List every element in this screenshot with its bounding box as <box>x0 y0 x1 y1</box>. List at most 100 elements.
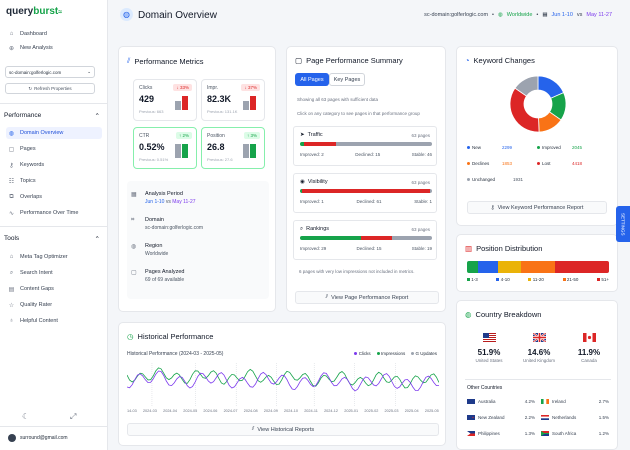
declined-segment <box>304 142 336 146</box>
legend-clicks: Clicks <box>354 351 371 356</box>
sidebar-item-pages[interactable]: ▢ Pages <box>6 143 102 155</box>
country-row-australia[interactable]: Australia 4.2% <box>467 399 535 404</box>
metric-label: Position <box>207 133 225 139</box>
settings-tab[interactable]: SETTINGS <box>616 206 630 242</box>
tools-section-title[interactable]: Tools ⌃ <box>4 235 100 243</box>
section-label: Tools <box>4 235 20 242</box>
legend-impressions: Impressions <box>376 351 405 356</box>
user-account[interactable]: surround@gmail.com <box>8 434 68 442</box>
position-segment[interactable] <box>520 261 556 273</box>
view-historical-reports-button[interactable]: ⫽ View Historical Reports <box>127 423 439 436</box>
sidebar-item-domain-overview[interactable]: ◍ Domain Overview <box>6 127 102 139</box>
group-bar <box>300 142 432 146</box>
bar-chart-icon: ▥ <box>465 244 473 253</box>
position-segment[interactable] <box>555 261 609 273</box>
chart-icon: ⫽ <box>325 294 329 300</box>
donut-slice-lost[interactable] <box>509 87 540 133</box>
legend-label: Clicks <box>358 351 371 356</box>
country-row-netherlands[interactable]: Netherlands 1.5% <box>541 415 609 420</box>
metric-position[interactable]: Position ↑ 3% 26.8 Previous: 27.6 <box>201 127 265 169</box>
sidebar-item-label: Keywords <box>20 162 45 168</box>
legend-dot <box>376 352 380 355</box>
app-logo[interactable]: queryburst≈ <box>6 6 62 17</box>
country-canada[interactable]: 11.9% Canada <box>569 333 609 363</box>
sidebar-item-label: Pages <box>20 146 36 152</box>
country-row-new-zealand[interactable]: New Zealand 2.2% <box>467 415 535 420</box>
country-name: Canada <box>581 358 597 363</box>
previous-bar <box>182 144 188 158</box>
tab-all-pages[interactable]: All Pages <box>295 73 329 86</box>
declined-stat: Declined: 61 <box>356 199 382 204</box>
legend-row: Unchanged 1931 <box>467 177 607 182</box>
improved-segment <box>300 142 305 146</box>
metric-value: 26.8 <box>207 142 225 152</box>
position-segment[interactable] <box>498 261 521 273</box>
avatar <box>8 434 16 442</box>
country-united-kingdom[interactable]: 14.6% United Kingdom <box>519 332 559 363</box>
expand-icon[interactable]: ⤢ <box>70 412 77 421</box>
position-segment[interactable] <box>478 261 499 273</box>
footnote-text: 6 pages with very low impressions not in… <box>299 269 415 274</box>
metric-label: Impr. <box>207 85 219 91</box>
legend-lost: Lost <box>537 161 572 166</box>
refresh-properties-button[interactable]: ↻ Refresh Properties <box>5 83 95 94</box>
performance-section-title[interactable]: Performance ⌃ <box>4 112 100 120</box>
country-united-states[interactable]: 51.9% United States <box>469 333 509 363</box>
header-region: Worldwide <box>506 12 533 18</box>
change-badge: ↓ 33% <box>173 84 192 91</box>
section-label: Performance <box>4 112 42 119</box>
stable-stat: Stable: 19 <box>411 246 432 251</box>
country-row-philippines[interactable]: Philippines 1.3% <box>467 431 535 436</box>
legend-label: 21-50 <box>566 277 579 282</box>
header: ◍ Domain Overview sc-domain:golferlogic.… <box>108 0 630 32</box>
tab-key-pages[interactable]: Key Pages <box>329 73 365 86</box>
divider <box>0 226 108 227</box>
separator-dot: • <box>492 12 494 18</box>
sidebar-item-dashboard[interactable]: ⌂ Dashboard <box>6 28 102 40</box>
traffic-group[interactable]: ➤ Traffic 63 pages Improved: 2 Declined: 1… <box>293 126 437 166</box>
visibility-group[interactable]: ◉ Visibility 63 pages Improved: 1 Declined… <box>293 173 437 213</box>
sidebar-item-new-analysis[interactable]: ⊕ New Analysis <box>6 42 102 54</box>
view-keyword-performance-report-button[interactable]: ⚷ View Keyword Performance Report <box>467 201 607 214</box>
uk-flag-icon <box>531 332 547 343</box>
domain-select[interactable]: sc-domain:golferlogic.com ⌄ <box>5 66 95 78</box>
rankings-group[interactable]: ⌕ Rankings 63 pages Improved: 29 Declined:… <box>293 220 437 260</box>
sidebar-item-label: Meta Tag Optimizer <box>20 254 68 260</box>
divider <box>465 379 611 380</box>
showing-text: Showing all 63 pages with sufficient dat… <box>297 97 378 102</box>
metric-compare-bars <box>243 96 256 110</box>
metric-clicks[interactable]: Clicks ↓ 33% 429 Previous: 663 <box>133 79 197 121</box>
topics-icon: ☷ <box>8 178 15 185</box>
metric-ctr[interactable]: CTR ↑ 2% 0.52% Previous: 0.51% <box>133 127 197 169</box>
info-label: Pages Analyzed <box>145 269 185 275</box>
eye-icon: ◉ <box>300 179 305 185</box>
view-page-performance-report-button[interactable]: ⫽ View Page Performance Report <box>295 291 439 304</box>
x-tick-label: 2024-11 <box>304 409 318 413</box>
sidebar-item-content-gaps[interactable]: ▤ Content Gaps <box>6 283 102 295</box>
sidebar-item-performance-over-time[interactable]: ∿ Performance Over Time <box>6 207 102 219</box>
sidebar-item-topics[interactable]: ☷ Topics <box>6 175 102 187</box>
moon-icon[interactable]: ☾ <box>22 412 30 421</box>
country-row-ireland[interactable]: Ireland 2.7% <box>541 399 609 404</box>
donut-slice-unchanged[interactable] <box>514 75 539 97</box>
divider <box>0 103 108 104</box>
position-legend-item: 1-3 <box>467 277 478 282</box>
metric-label: CTR <box>139 133 150 139</box>
sidebar-item-helpful-content[interactable]: ♁ Helpful Content <box>6 315 102 327</box>
country-row-south-africa[interactable]: South Africa 1.2% <box>541 431 609 436</box>
other-countries-title: Other Countries <box>467 385 503 391</box>
sidebar-item-quality-rater[interactable]: ☆ Quality Rater <box>6 299 102 311</box>
metric-impressions[interactable]: Impr. ↓ 37% 82.3K Previous: 131.1K <box>201 79 265 121</box>
position-segment[interactable] <box>467 261 479 273</box>
legend-value: 2045 <box>572 145 583 150</box>
header-context: sc-domain:golferlogic.com • ◍ Worldwide … <box>424 12 612 18</box>
sidebar-item-search-intent[interactable]: ⌕ Search Intent <box>6 267 102 279</box>
sidebar-item-keywords[interactable]: ⚷ Keywords <box>6 159 102 171</box>
globe-icon: ◍ <box>8 130 15 137</box>
sidebar-item-overlaps[interactable]: ⧉ Overlaps <box>6 191 102 203</box>
position-legend-item: 21-50 <box>562 277 579 282</box>
star-icon: ☆ <box>8 302 15 309</box>
chevron-down-icon: ⌄ <box>87 69 91 74</box>
header-domain: sc-domain:golferlogic.com <box>424 12 489 18</box>
sidebar-item-meta-tag-optimizer[interactable]: ⌂ Meta Tag Optimizer <box>6 251 102 263</box>
